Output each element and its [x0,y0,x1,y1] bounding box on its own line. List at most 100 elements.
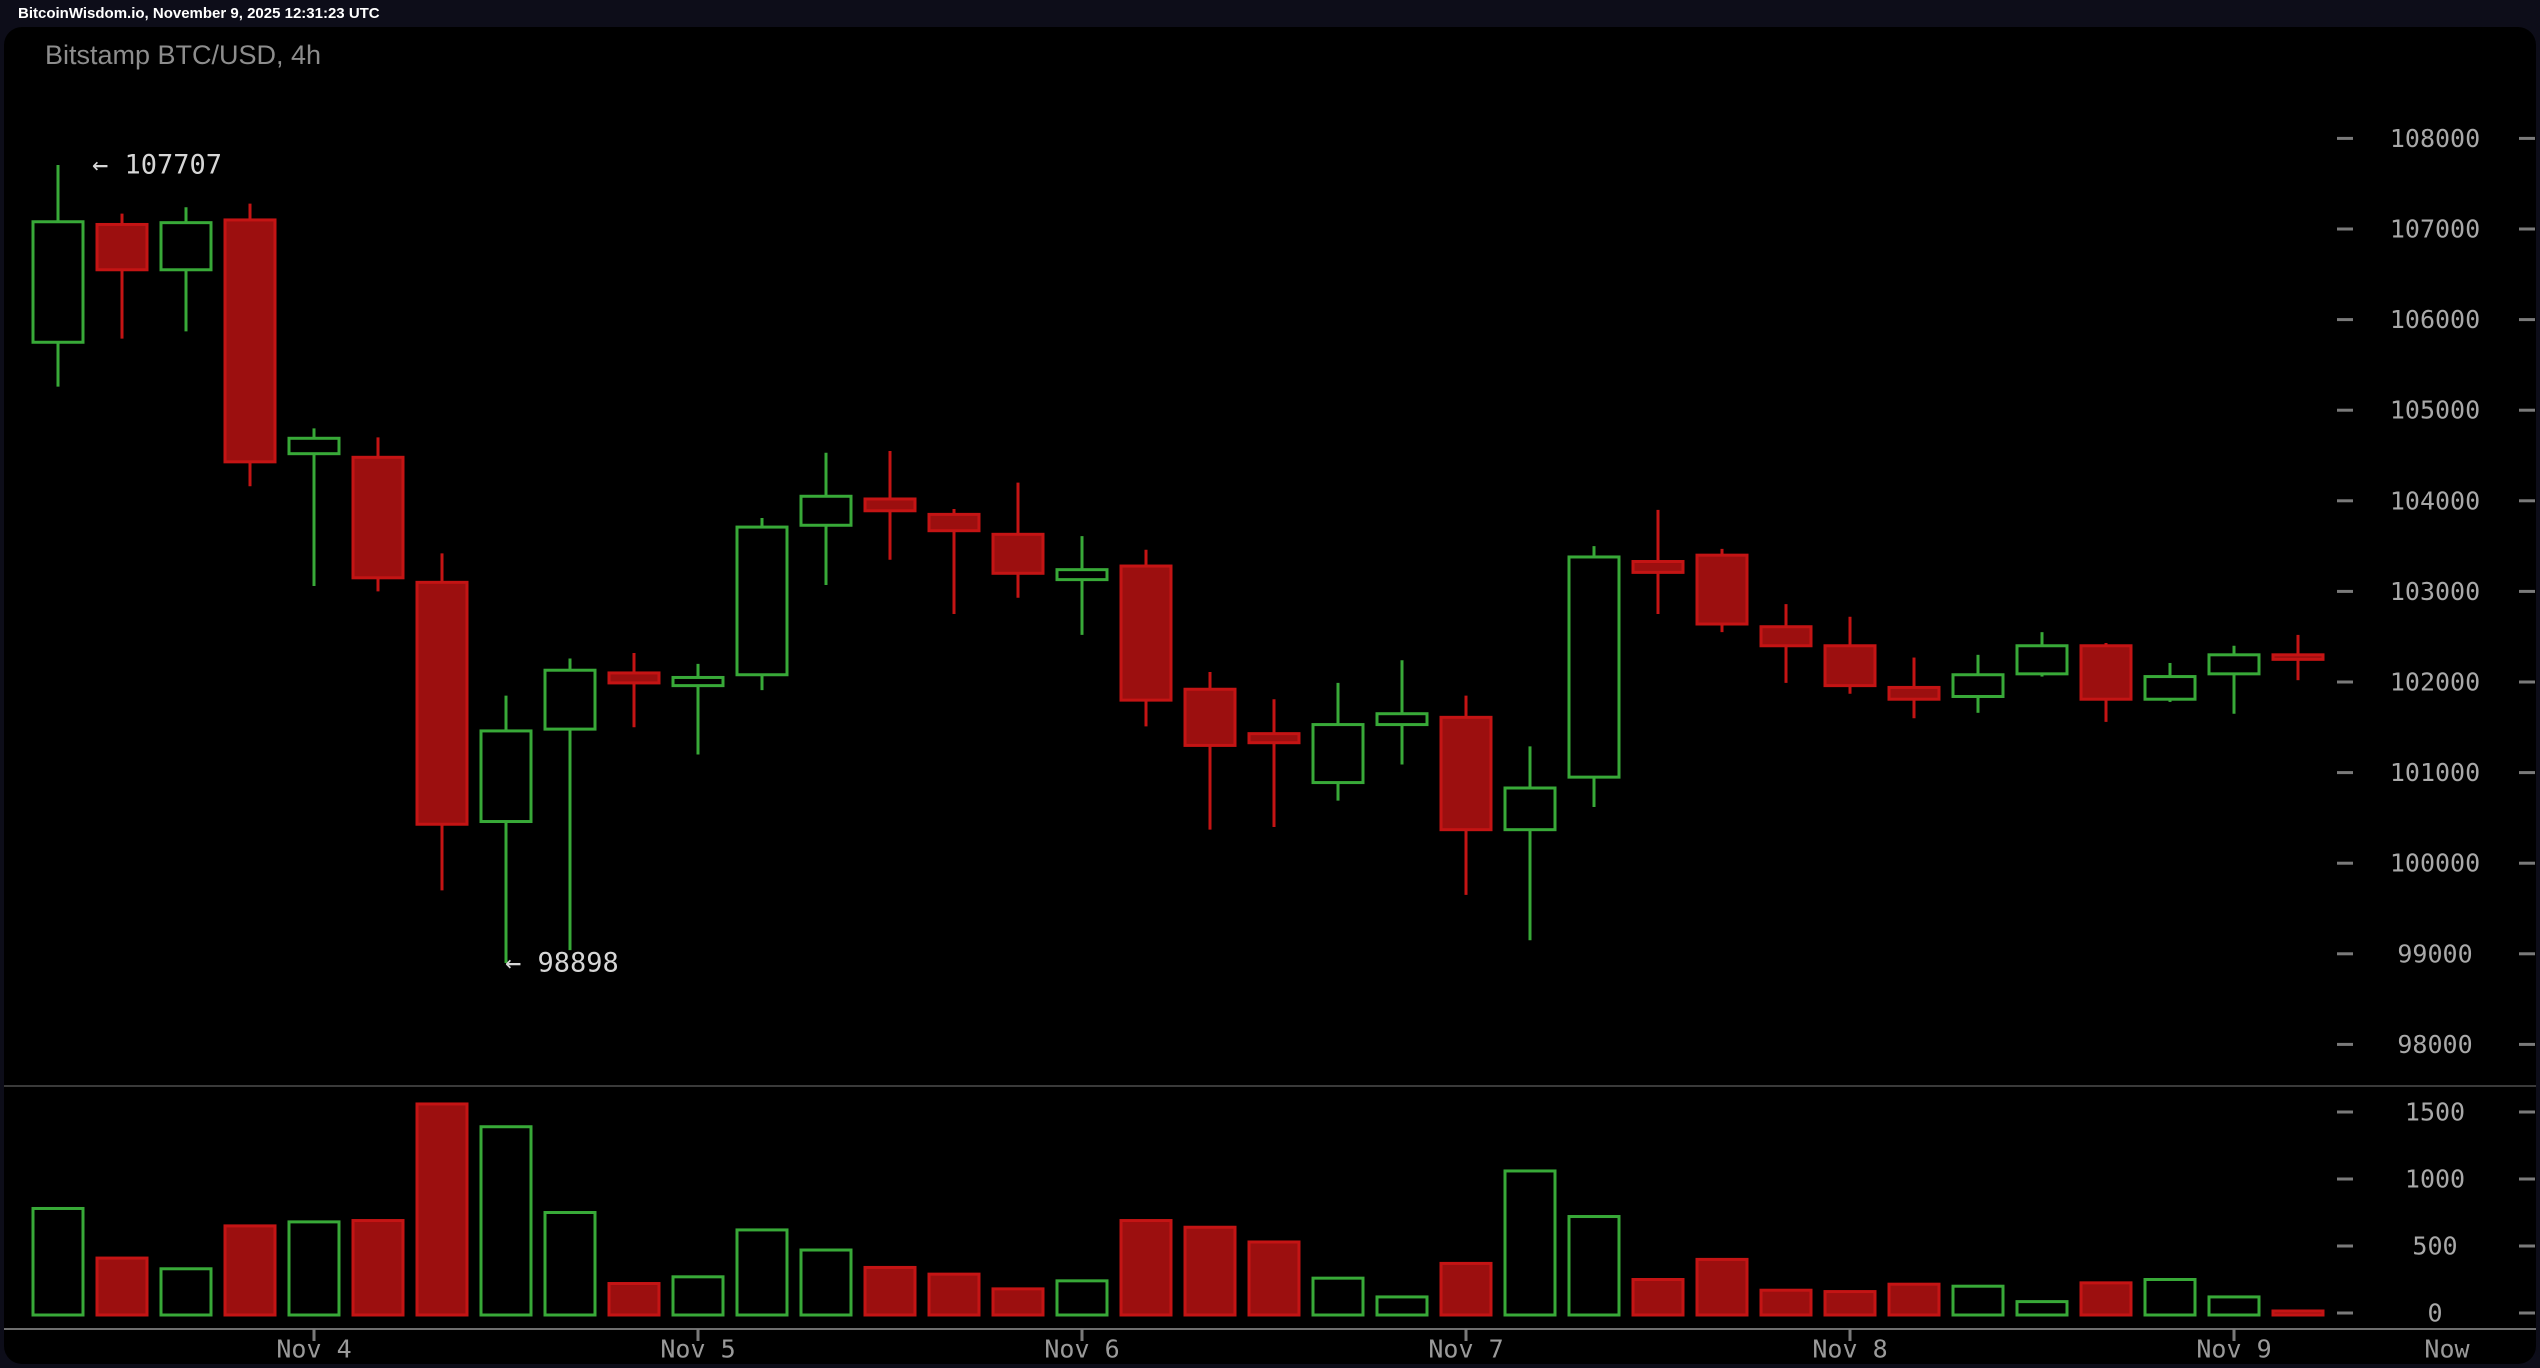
volume-bar-up[interactable] [671,1275,725,1317]
candle[interactable] [1631,509,1685,615]
price-tick-label: 99000 [2397,939,2472,968]
volume-bar-up[interactable] [2015,1300,2069,1317]
candle[interactable] [1759,604,1813,683]
candle-body-down [1695,553,1749,626]
volume-bar-down[interactable] [2271,1309,2325,1317]
volume-bar-down[interactable] [1887,1282,1941,1317]
candle[interactable] [1247,699,1301,827]
candle[interactable] [159,207,213,332]
candle[interactable] [287,428,341,586]
volume-bar-down[interactable] [1183,1225,1237,1317]
volume-bar-up[interactable] [1375,1295,1429,1317]
date-axis: Nov 4 Nov 5 Nov 6 Nov 7 Nov 8 Nov 9 Now [276,1329,2471,1364]
candle-body-up [1055,568,1109,582]
volume-bar-down[interactable] [863,1265,917,1317]
volume-tick-label: 1000 [2405,1165,2465,1194]
candle[interactable] [31,164,85,387]
candle-body-down [1183,687,1237,747]
candle[interactable] [1887,657,1941,719]
candle[interactable] [415,553,469,891]
candle[interactable] [1119,549,1173,727]
volume-bar-up[interactable] [31,1206,85,1317]
candle[interactable] [1567,546,1621,808]
candle[interactable] [991,482,1045,598]
candle[interactable] [2079,643,2133,722]
volume-bar-down[interactable] [351,1219,405,1317]
volume-bar-up[interactable] [479,1125,533,1317]
volume-bar-up[interactable] [1503,1169,1557,1317]
candlestick-pane[interactable] [31,164,2325,964]
volume-bar-down[interactable] [95,1256,149,1317]
candle[interactable] [1503,746,1557,941]
volume-bar-down[interactable] [991,1287,1045,1317]
candle[interactable] [863,450,917,560]
volume-bar-up[interactable] [287,1220,341,1317]
candle-body-up [1567,555,1621,779]
price-tick-label: 101000 [2390,758,2480,787]
volume-pane[interactable] [31,1102,2325,1317]
volume-bar-up[interactable] [735,1228,789,1317]
candle[interactable] [1311,682,1365,801]
volume-bar-down[interactable] [1823,1290,1877,1317]
volume-bar-up[interactable] [799,1248,853,1317]
volume-bar-up[interactable] [1567,1215,1621,1317]
candle[interactable] [799,452,853,586]
candle[interactable] [1823,616,1877,694]
candle[interactable] [2143,662,2197,702]
price-tick-label: 105000 [2390,396,2480,425]
candle[interactable] [95,213,149,339]
candle-body-down [1439,715,1493,832]
candle-body-up [287,436,341,456]
price-tick-label: 103000 [2390,577,2480,606]
candle[interactable] [735,518,789,691]
volume-bar-up[interactable] [1055,1279,1109,1317]
volume-bar-up[interactable] [2143,1278,2197,1317]
volume-bar-down[interactable] [2079,1281,2133,1317]
candle[interactable] [479,695,533,964]
volume-bar-down[interactable] [1631,1278,1685,1317]
candle[interactable] [1055,536,1109,635]
volume-bar-up[interactable] [1951,1284,2005,1317]
candle[interactable] [671,663,725,755]
volume-bar-down[interactable] [927,1272,981,1317]
candle-body-up [735,525,789,677]
candle[interactable] [1951,654,2005,713]
volume-bar-up[interactable] [1311,1276,1365,1317]
candle[interactable] [543,658,597,951]
page-title: Bitstamp BTC/USD, 4h [45,40,322,70]
candle-body-down [351,455,405,580]
candle[interactable] [1375,660,1429,765]
candle-body-up [2207,653,2261,676]
candle[interactable] [607,653,661,728]
candle[interactable] [1695,548,1749,633]
volume-bar-down[interactable] [607,1282,661,1317]
candle-body-down [223,218,277,464]
candle[interactable] [1183,672,1237,830]
candle-body-up [1311,723,1365,785]
volume-bar-down[interactable] [1119,1219,1173,1317]
volume-bar-up[interactable] [2207,1295,2261,1317]
volume-bar-down[interactable] [1759,1288,1813,1317]
candle[interactable] [351,437,405,592]
candle-body-down [927,512,981,533]
candle-body-up [1375,712,1429,727]
candle[interactable] [223,203,277,487]
candle[interactable] [2015,632,2069,677]
candle-body-up [1951,673,2005,698]
volume-bar-down[interactable] [223,1224,277,1317]
topbar: BitcoinWisdom.io, November 9, 2025 12:31… [0,0,2540,27]
volume-bar-down[interactable] [1439,1261,1493,1317]
price-tick-label: 108000 [2390,124,2480,153]
candle[interactable] [2271,634,2325,681]
volume-bar-down[interactable] [1695,1257,1749,1317]
candle[interactable] [1439,695,1493,895]
volume-bar-down[interactable] [415,1102,469,1317]
candle-body-up [479,729,533,824]
candle[interactable] [927,508,981,615]
date-label: Nov 8 [1812,1335,1887,1364]
volume-bar-up[interactable] [543,1211,597,1317]
candle[interactable] [2207,645,2261,714]
volume-bar-down[interactable] [1247,1240,1301,1317]
volume-bar-up[interactable] [159,1267,213,1317]
